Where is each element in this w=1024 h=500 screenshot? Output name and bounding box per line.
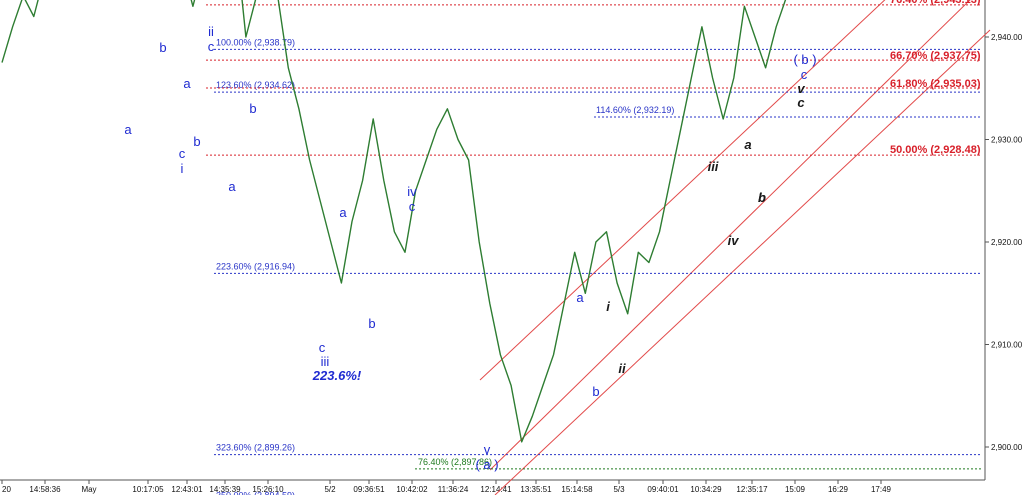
wave-label: a [339, 205, 347, 220]
x-tick-label: 5/3 [613, 485, 625, 494]
level-label: 323.60% (2,899.26) [216, 443, 295, 453]
y-tick-label: 2,910.00 [991, 341, 1023, 350]
wave-label: i [181, 161, 184, 176]
wave-label: a [124, 122, 132, 137]
x-tick-label: 5/2 [324, 485, 336, 494]
channel-line [479, 0, 886, 381]
x-tick-label: 09:36:51 [353, 485, 385, 494]
wave-label: ( b ) [793, 52, 816, 67]
wave-label: a [228, 179, 236, 194]
x-tick-label: 15:09 [785, 485, 806, 494]
x-tick-label: 10:17:05 [132, 485, 164, 494]
plot-area [0, 0, 985, 480]
x-tick-label: 13:35:51 [520, 485, 552, 494]
wave-label: b [249, 101, 256, 116]
wave-label: iv [407, 184, 417, 199]
level-label: 100.00% (2,938.79) [216, 37, 295, 47]
x-tick-label: 12:35:17 [736, 485, 768, 494]
wave-label: i [606, 299, 610, 314]
channel-line [489, 0, 971, 471]
wave-label: v [797, 81, 805, 96]
wave-label: iii [708, 159, 719, 174]
wave-label: a [576, 290, 584, 305]
x-tick-label: 15:14:58 [561, 485, 593, 494]
x-tick-label: 20 [2, 485, 11, 494]
wave-label: c [797, 95, 805, 110]
x-tick-label: 10:42:02 [396, 485, 428, 494]
wave-label: a [744, 137, 751, 152]
y-tick-label: 2,920.00 [991, 238, 1023, 247]
level-label: 50.00% (2,928.48) [890, 144, 981, 156]
level-label: 114.60% (2,932.19) [596, 105, 674, 115]
x-tick-label: 11:36:24 [438, 485, 469, 494]
wave-label: b [193, 134, 200, 149]
wave-label: c [208, 39, 215, 54]
x-tick-label: 09:40:01 [647, 485, 679, 494]
x-tick-label: 12:14:41 [480, 485, 512, 494]
wave-label: ii [618, 361, 626, 376]
price-line [1, 0, 787, 443]
wave-label: b [159, 40, 166, 55]
channel-line [494, 29, 991, 496]
level-label: 350.00% (2,894.59) [216, 490, 295, 495]
wave-label: b [758, 190, 766, 205]
wave-label: c [179, 146, 186, 161]
level-label: 76.40% (2,897.86) [418, 457, 492, 467]
x-tick-label: 15:26:10 [252, 485, 284, 494]
wave-label: c [319, 340, 326, 355]
wave-label: iv [728, 233, 740, 248]
y-tick-label: 2,930.00 [991, 136, 1023, 145]
wave-label: v [484, 442, 491, 457]
wave-label: b [592, 384, 599, 399]
wave-label: c [801, 67, 808, 82]
x-tick-label: 10:34:29 [690, 485, 722, 494]
wave-label: b [758, 190, 766, 205]
wave-label: a [183, 76, 191, 91]
level-label: 66.70% (2,937.75) [890, 50, 981, 62]
wave-label: ( a ) [475, 457, 498, 472]
level-label: 61.80% (2,935.03) [890, 78, 981, 90]
y-tick-label: 2,900.00 [991, 443, 1023, 452]
wave-label: ii [208, 24, 214, 39]
level-label: 223.60% (2,916.94) [216, 261, 295, 271]
wave-label: 223.6%! [312, 368, 362, 383]
level-label: 123.60% (2,934.62) [216, 80, 295, 90]
x-tick-label: May [81, 485, 96, 494]
level-label: 76.40% (2,943.13) [890, 0, 981, 6]
wave-label: c [409, 199, 416, 214]
x-tick-label: 14:58:36 [29, 485, 61, 494]
x-tick-label: 12:43:01 [171, 485, 203, 494]
wave-label: iii [321, 354, 330, 369]
wave-label: b [368, 316, 375, 331]
y-tick-label: 2,940.00 [991, 33, 1023, 42]
x-tick-label: 14:35:39 [209, 485, 241, 494]
x-tick-label: 17:49 [871, 485, 892, 494]
x-tick-label: 16:29 [828, 485, 849, 494]
